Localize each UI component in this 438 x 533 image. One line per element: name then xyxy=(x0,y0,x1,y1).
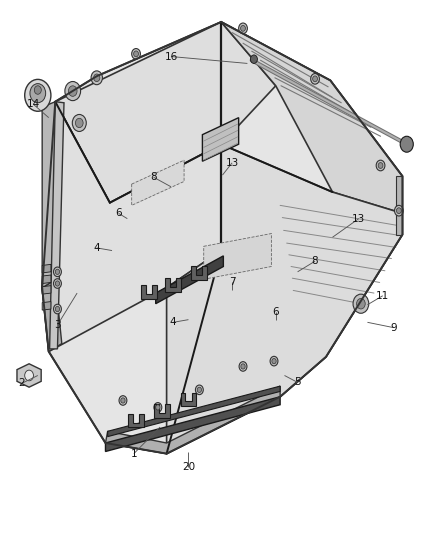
Text: 11: 11 xyxy=(376,290,389,301)
Circle shape xyxy=(121,398,125,403)
Circle shape xyxy=(396,208,401,214)
Polygon shape xyxy=(204,233,272,279)
Text: 9: 9 xyxy=(390,322,397,333)
Polygon shape xyxy=(42,302,51,310)
Polygon shape xyxy=(17,364,41,387)
Text: 2: 2 xyxy=(18,378,25,389)
Polygon shape xyxy=(106,397,280,451)
Circle shape xyxy=(156,405,160,410)
Polygon shape xyxy=(221,22,403,213)
Polygon shape xyxy=(108,386,280,437)
Circle shape xyxy=(240,26,245,31)
Circle shape xyxy=(94,74,100,82)
Text: 13: 13 xyxy=(226,158,239,168)
Circle shape xyxy=(132,49,141,59)
Polygon shape xyxy=(42,280,62,352)
Circle shape xyxy=(55,269,60,274)
Circle shape xyxy=(75,118,83,127)
Polygon shape xyxy=(202,118,239,161)
Polygon shape xyxy=(165,278,181,292)
Circle shape xyxy=(65,82,81,101)
Circle shape xyxy=(395,205,403,216)
Circle shape xyxy=(30,84,46,103)
Circle shape xyxy=(34,86,41,94)
Circle shape xyxy=(197,387,201,392)
Polygon shape xyxy=(128,414,144,427)
Polygon shape xyxy=(191,266,207,280)
Circle shape xyxy=(357,298,365,309)
Text: 3: 3 xyxy=(54,320,61,330)
Text: 1: 1 xyxy=(131,449,137,458)
Circle shape xyxy=(239,362,247,371)
Circle shape xyxy=(376,160,385,171)
Circle shape xyxy=(241,364,245,369)
Polygon shape xyxy=(42,286,51,294)
Circle shape xyxy=(53,304,61,314)
Text: 14: 14 xyxy=(27,99,40,109)
Circle shape xyxy=(270,357,278,366)
Polygon shape xyxy=(154,405,170,418)
Circle shape xyxy=(154,402,162,412)
Polygon shape xyxy=(155,256,223,304)
Text: 13: 13 xyxy=(352,214,365,224)
Circle shape xyxy=(313,76,318,82)
Circle shape xyxy=(72,115,86,132)
Polygon shape xyxy=(166,144,403,454)
Polygon shape xyxy=(42,22,403,454)
Circle shape xyxy=(272,359,276,364)
Text: 20: 20 xyxy=(182,463,195,472)
Circle shape xyxy=(68,86,77,96)
Polygon shape xyxy=(106,386,280,454)
Polygon shape xyxy=(49,102,64,349)
Polygon shape xyxy=(42,264,51,273)
Circle shape xyxy=(251,55,258,63)
Text: 5: 5 xyxy=(294,377,301,387)
Circle shape xyxy=(400,136,413,152)
Text: 4: 4 xyxy=(170,317,177,327)
Circle shape xyxy=(195,385,203,394)
Circle shape xyxy=(53,267,61,277)
Polygon shape xyxy=(42,275,51,284)
Circle shape xyxy=(353,294,369,313)
Polygon shape xyxy=(42,102,221,352)
Circle shape xyxy=(55,281,60,286)
Circle shape xyxy=(25,370,33,381)
Circle shape xyxy=(378,163,383,168)
Polygon shape xyxy=(141,285,157,298)
Text: 6: 6 xyxy=(115,208,122,219)
Polygon shape xyxy=(132,160,184,205)
Text: 4: 4 xyxy=(93,243,100,253)
Polygon shape xyxy=(42,102,55,288)
Polygon shape xyxy=(396,176,403,235)
Circle shape xyxy=(55,306,60,312)
Text: 8: 8 xyxy=(312,256,318,266)
Circle shape xyxy=(119,395,127,405)
Text: 6: 6 xyxy=(272,306,279,317)
Text: 16: 16 xyxy=(164,52,177,61)
Circle shape xyxy=(91,71,102,85)
Circle shape xyxy=(53,279,61,288)
Circle shape xyxy=(311,74,319,84)
Text: 8: 8 xyxy=(150,172,157,182)
Polygon shape xyxy=(180,393,196,406)
Circle shape xyxy=(25,79,51,111)
Text: 7: 7 xyxy=(229,278,235,287)
Circle shape xyxy=(239,23,247,34)
Circle shape xyxy=(134,51,138,57)
Polygon shape xyxy=(55,22,276,203)
